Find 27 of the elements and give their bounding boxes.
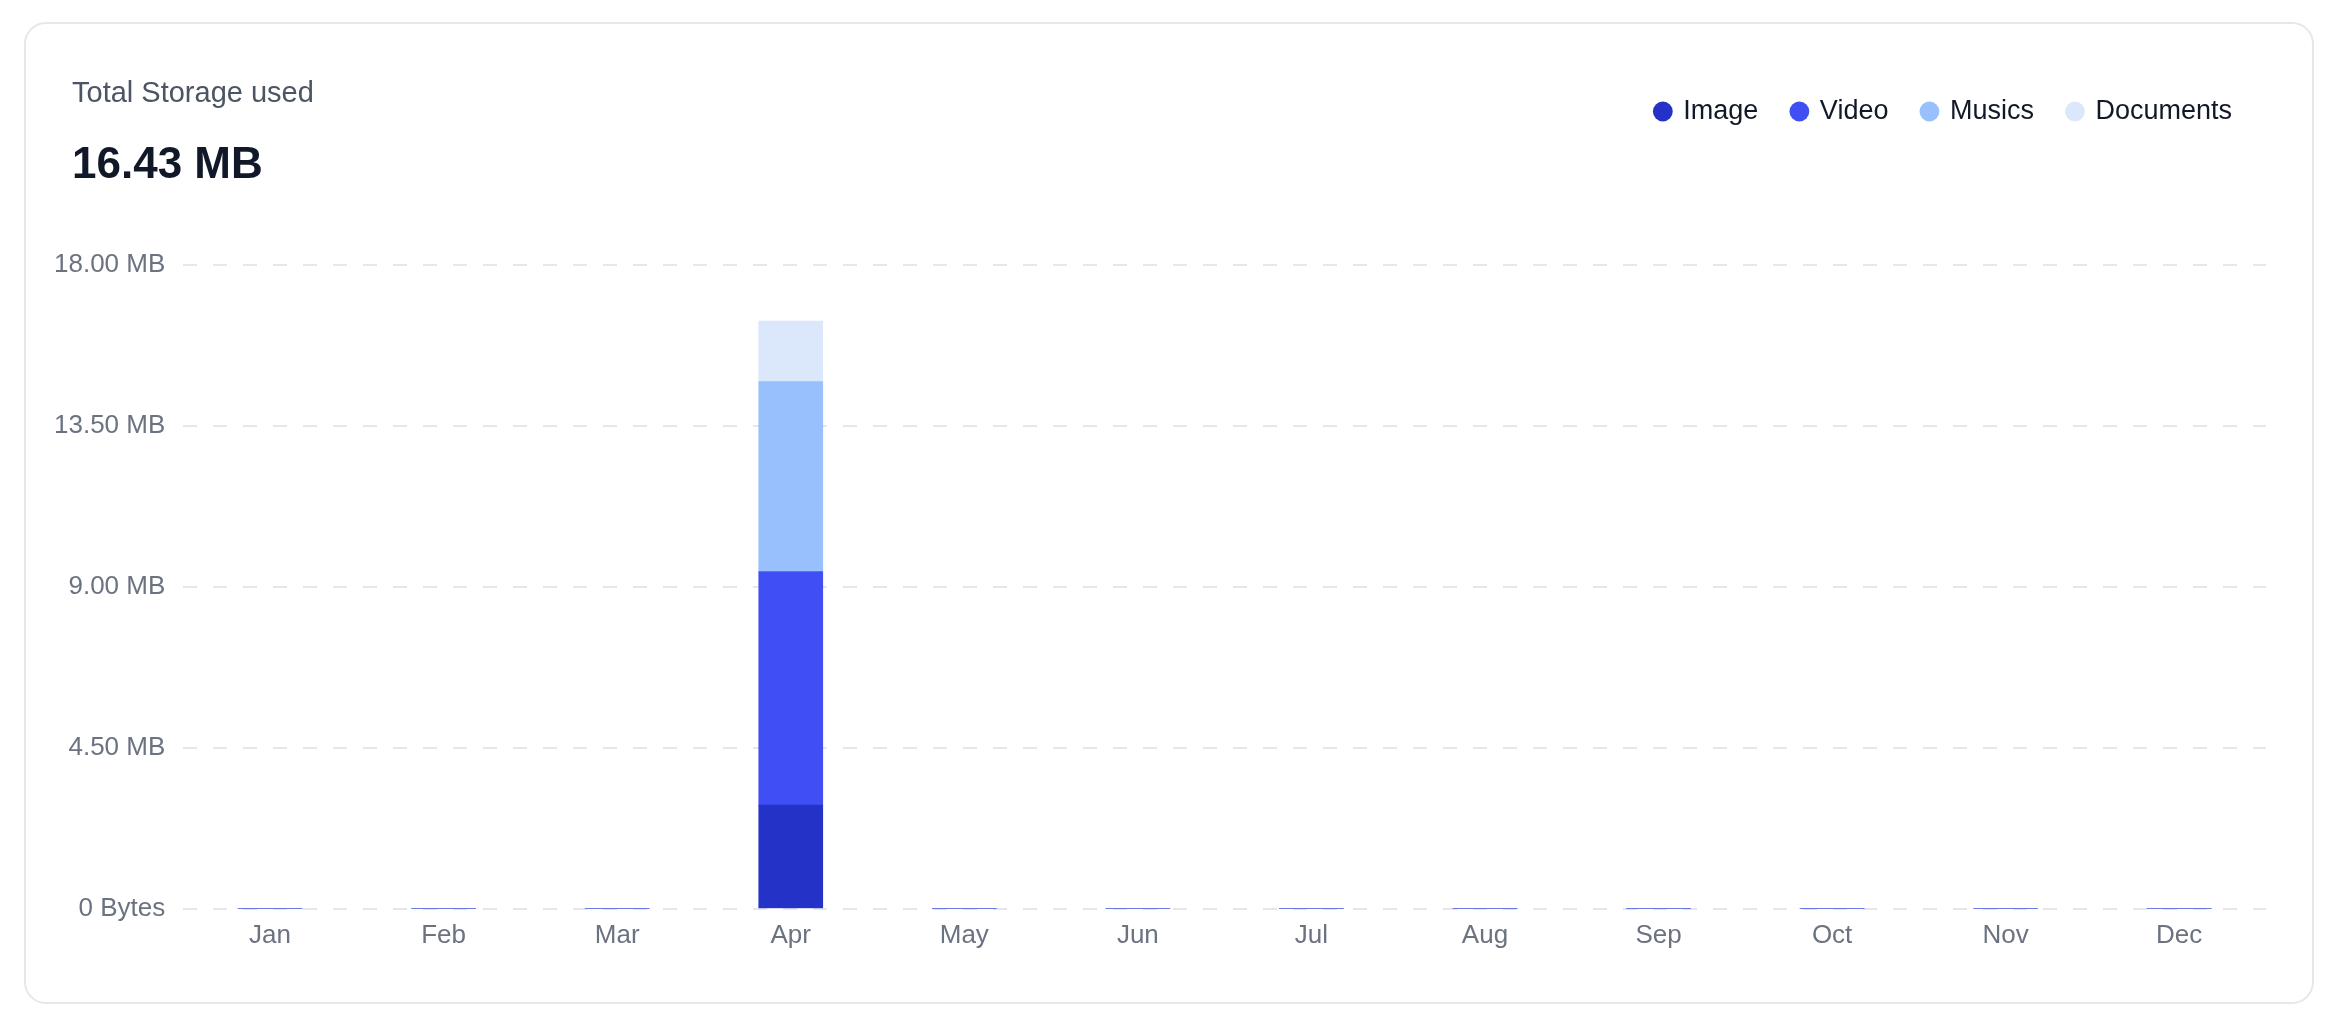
y-tick-label: 9.00 MB — [68, 570, 166, 601]
bar — [758, 804, 824, 909]
legend-label: Documents — [2095, 94, 2233, 125]
bar — [758, 320, 824, 382]
x-tick-label: Oct — [1811, 918, 1854, 949]
y-tick-label: 13.50 MB — [53, 409, 166, 440]
y-tick-label: 18.00 MB — [53, 248, 166, 279]
legend-label: Video — [1819, 94, 1889, 125]
bar — [758, 571, 824, 806]
chart-subtitle: 16.43 MB — [72, 138, 263, 188]
x-tick-label: Sep — [1635, 918, 1682, 949]
y-tick-label: 4.50 MB — [68, 731, 166, 762]
x-tick-label: Nov — [1982, 918, 2029, 949]
x-tick-label: Jul — [1294, 918, 1329, 949]
bar — [758, 381, 824, 572]
x-tick-label: Aug — [1461, 918, 1509, 949]
x-tick-label: Mar — [594, 918, 640, 949]
x-tick-label: Jan — [249, 918, 292, 949]
chart-title: Total Storage used — [72, 76, 314, 109]
x-tick-label: Apr — [770, 918, 812, 949]
y-tick-label: 0 Bytes — [78, 891, 166, 922]
legend-label: Image — [1683, 94, 1759, 125]
x-tick-label: Feb — [421, 918, 467, 949]
x-tick-label: May — [939, 918, 989, 949]
x-tick-label: Dec — [2156, 918, 2203, 949]
x-tick-label: Jun — [1116, 918, 1159, 949]
legend-label: Musics — [1949, 94, 2034, 125]
